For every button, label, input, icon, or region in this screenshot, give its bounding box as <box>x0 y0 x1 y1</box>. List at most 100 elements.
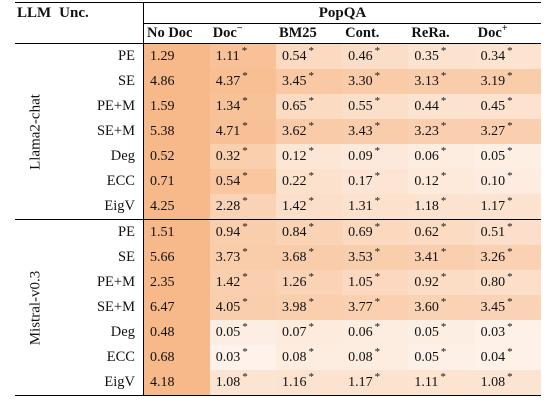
value-number: 4.25 <box>149 198 175 214</box>
method-header: Cont. <box>342 23 409 44</box>
value-number: 0.84 <box>281 224 307 240</box>
value-cell: 3.62 * <box>275 119 343 144</box>
value-cell: 0.05 * <box>209 320 276 345</box>
value-cell: 0.46 * <box>342 43 409 69</box>
uncertainty-method-label: Deg <box>110 148 135 164</box>
value-number: 1.59 <box>149 98 175 114</box>
value-number: 5.38 <box>149 123 175 139</box>
header-spacer <box>15 23 58 44</box>
value-cell: 0.12 * <box>275 144 343 169</box>
value-number: 0.55 <box>348 98 373 114</box>
value-cell: 0.08 * <box>275 345 343 370</box>
significance-star: * <box>374 44 381 57</box>
value-number: 0.71 <box>149 173 175 189</box>
value-number: 0.05 <box>414 324 439 340</box>
value-cell: 0.69 * <box>342 219 409 245</box>
value-cell: 3.77 * <box>342 295 409 320</box>
value-cell: 0.94 * <box>209 219 276 245</box>
value-cell: 0.17 * <box>342 169 409 194</box>
value-number: 0.80 <box>480 274 506 290</box>
significance-star: * <box>440 345 447 358</box>
value-number: 0.03 <box>215 349 241 365</box>
value-cell: 0.05 * <box>408 320 475 345</box>
table-row: SE+M 6.47 4.05 * 3.98 * 3.77 * 3.60 * 3.45 * <box>15 295 541 320</box>
method-header: Doc− <box>209 23 276 44</box>
significance-star: * <box>507 370 513 383</box>
value-cell: 3.45 * <box>275 69 343 94</box>
value-cell: 3.30 * <box>342 69 409 94</box>
value-cell: 3.41 * <box>408 245 475 270</box>
value-cell: 0.22 * <box>275 169 343 194</box>
uncertainty-method-label: Deg <box>110 324 135 340</box>
significance-star: * <box>440 220 447 233</box>
value-cell: 0.06 * <box>408 144 475 169</box>
value-number: 1.11 <box>215 48 240 64</box>
method-header-label: Doc <box>212 25 237 41</box>
value-number: 4.05 <box>215 299 241 315</box>
value-number: 0.46 <box>348 48 373 64</box>
value-number: 1.42 <box>281 198 307 214</box>
value-cell: 1.59 <box>142 94 210 119</box>
uncertainty-method-label: SE+M <box>96 299 135 315</box>
significance-star: * <box>308 94 314 107</box>
significance-star: * <box>374 270 381 283</box>
significance-star: * <box>507 295 513 308</box>
significance-star: * <box>242 169 248 182</box>
value-cell: 0.05 * <box>474 144 541 169</box>
value-cell: 0.92 * <box>408 270 475 295</box>
value-number: 2.28 <box>215 198 241 214</box>
value-number: 0.54 <box>215 173 241 189</box>
value-cell: 1.08 * <box>209 370 276 396</box>
value-number: 4.37 <box>215 73 241 89</box>
method-header-label: BM25 <box>278 25 317 41</box>
value-cell: 0.51 * <box>474 219 541 245</box>
significance-star: * <box>374 69 381 82</box>
value-cell: 1.42 * <box>275 194 343 220</box>
method-header-label: ReRa. <box>411 25 450 41</box>
significance-star: * <box>507 144 513 157</box>
value-cell: 4.25 <box>142 194 210 220</box>
value-cell: 0.80 * <box>474 270 541 295</box>
table-row: Deg 0.52 0.32 * 0.12 * 0.09 * 0.06 * 0.05 * <box>15 144 541 169</box>
value-number: 3.43 <box>348 123 373 139</box>
value-number: 0.03 <box>480 324 506 340</box>
value-cell: 3.68 * <box>275 245 343 270</box>
value-number: 6.47 <box>149 299 175 315</box>
value-number: 3.53 <box>348 249 373 265</box>
table-row: PE+M 2.35 1.42 * 1.26 * 1.05 * 0.92 * 0.80 * <box>15 270 541 295</box>
value-number: 0.05 <box>480 148 506 164</box>
value-number: 0.52 <box>149 148 175 164</box>
significance-star: * <box>308 144 314 157</box>
value-number: 0.32 <box>215 148 241 164</box>
table-body: Llama2-chat PE 1.29 1.11 * 0.54 * 0.46 * 0.35 * 0.3… <box>15 43 541 396</box>
value-number: 0.94 <box>215 224 241 240</box>
significance-star: * <box>440 94 447 107</box>
value-number: 3.13 <box>414 73 439 89</box>
significance-star: * <box>507 44 513 57</box>
table-row: Llama2-chat PE 1.29 1.11 * 0.54 * 0.46 * 0.35 * 0.3… <box>15 43 541 220</box>
significance-star: * <box>507 119 513 132</box>
model-group-label-cell: Mistral-v0.3 <box>15 219 58 396</box>
value-number: 0.04 <box>480 349 506 365</box>
value-number: 1.34 <box>215 98 241 114</box>
significance-star: * <box>308 44 314 57</box>
significance-star: * <box>374 144 381 157</box>
significance-star: * <box>507 345 513 358</box>
value-cell: 1.34 * <box>209 94 276 119</box>
value-number: 0.44 <box>414 98 439 114</box>
significance-star: * <box>374 320 381 333</box>
value-number: 3.62 <box>281 123 307 139</box>
significance-star: * <box>374 220 381 233</box>
header-spacer <box>57 23 144 44</box>
value-number: 3.41 <box>414 249 439 265</box>
value-cell: 0.55 * <box>342 94 409 119</box>
value-number: 3.19 <box>480 73 506 89</box>
significance-star: * <box>507 320 513 333</box>
value-cell: 3.13 * <box>408 69 475 94</box>
method-header: No Doc <box>142 23 210 44</box>
value-cell: 3.73 * <box>209 245 276 270</box>
significance-star: * <box>308 220 314 233</box>
method-header: BM25 <box>275 23 343 44</box>
value-cell: 0.07 * <box>275 320 343 345</box>
uncertainty-method-label: PE+M <box>96 98 135 114</box>
